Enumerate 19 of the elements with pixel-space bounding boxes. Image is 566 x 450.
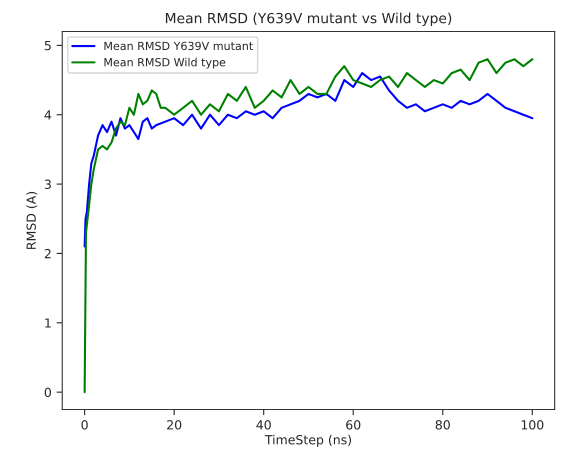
y-tick-label: 5 (44, 41, 51, 50)
x-tick-label: 0 (81, 420, 88, 430)
y-axis-title: RMSD (A) (26, 192, 38, 249)
y-tick-label: 4 (44, 110, 52, 120)
x-tick-label: 20 (167, 420, 182, 430)
legend-label: Mean RMSD Wild type (104, 58, 226, 69)
y-tick-label: 1 (45, 318, 51, 328)
x-tick-label: 40 (256, 420, 271, 430)
x-tick-label: 100 (522, 420, 544, 430)
line-series (84, 58, 534, 394)
line-series (84, 72, 534, 248)
x-tick-label: 80 (436, 420, 450, 430)
y-tick-label: 0 (44, 388, 52, 398)
x-tick-label: 60 (346, 420, 360, 430)
x-axis-title: TimeStep (ns) (264, 434, 351, 447)
chart-title: Mean RMSD (Y639V mutant vs Wild type) (166, 12, 452, 26)
y-tick-label: 2 (44, 248, 51, 258)
y-tick-label: 3 (44, 180, 51, 190)
legend-label: Mean RMSD Y639V mutant (104, 42, 253, 50)
